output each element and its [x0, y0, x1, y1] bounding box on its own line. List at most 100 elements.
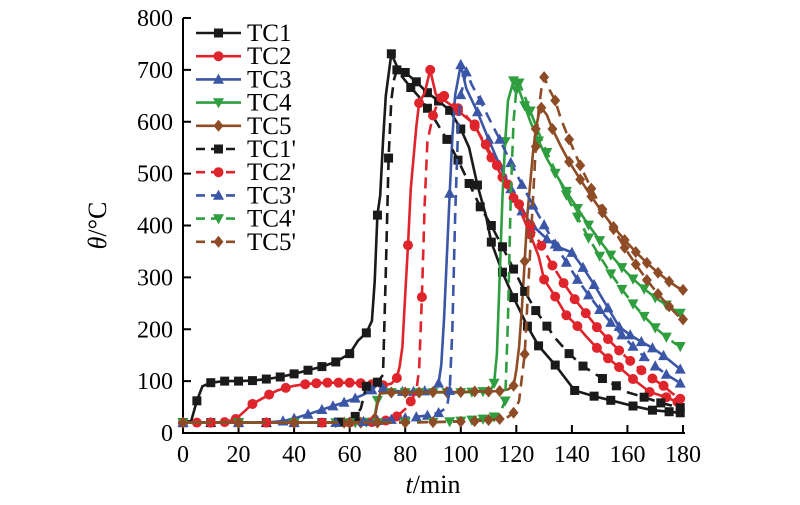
marker [516, 178, 528, 189]
marker [597, 374, 607, 384]
marker [486, 237, 496, 247]
marker [192, 396, 202, 406]
marker [660, 368, 672, 379]
marker [509, 264, 519, 274]
marker [400, 386, 411, 399]
marker [589, 391, 599, 401]
marker [639, 392, 649, 402]
marker [214, 28, 223, 38]
y-tick-label: 0 [161, 421, 173, 447]
marker [333, 377, 344, 388]
marker [303, 365, 313, 375]
marker [649, 360, 661, 371]
marker [605, 269, 617, 280]
marker [444, 384, 456, 395]
marker [520, 286, 530, 296]
marker [361, 328, 371, 338]
marker [445, 105, 455, 115]
marker [561, 310, 572, 321]
marker [469, 121, 480, 132]
marker [477, 414, 489, 425]
marker [519, 348, 530, 361]
legend-item-TC5: TC5 [196, 113, 291, 140]
marker [213, 214, 224, 225]
marker [428, 416, 438, 429]
marker [577, 261, 589, 272]
marker [646, 342, 658, 353]
marker [674, 363, 686, 374]
marker [664, 300, 675, 313]
x-tick-label: 40 [282, 442, 306, 468]
marker [627, 340, 639, 351]
marker [664, 407, 674, 417]
marker [391, 373, 402, 384]
marker [455, 415, 466, 428]
marker [571, 203, 583, 215]
marker [660, 332, 672, 343]
marker [641, 256, 652, 269]
y-axis-title: θ/°C [83, 202, 112, 250]
legend-item-TC2-prime: TC2' [196, 159, 296, 186]
marker [508, 379, 519, 392]
marker [422, 88, 432, 98]
legend-label: TC5 [247, 113, 291, 140]
marker [549, 238, 561, 249]
marker [658, 380, 669, 391]
marker [428, 386, 438, 399]
marker [611, 381, 621, 391]
marker [550, 94, 561, 107]
marker [594, 236, 606, 247]
marker [460, 66, 472, 77]
marker [558, 278, 569, 289]
marker [425, 64, 436, 75]
marker [641, 273, 652, 286]
marker [647, 373, 658, 384]
marker [350, 411, 360, 421]
y-tick-label: 500 [137, 162, 173, 188]
marker [345, 349, 355, 359]
marker [372, 377, 382, 387]
x-tick-label: 100 [443, 442, 479, 468]
marker [575, 173, 586, 186]
marker [421, 409, 433, 420]
marker [675, 403, 685, 413]
marker [455, 88, 467, 100]
marker [653, 266, 663, 279]
marker [536, 240, 547, 251]
marker [392, 65, 402, 75]
marker [384, 153, 394, 163]
marker [322, 377, 333, 388]
marker [372, 210, 382, 220]
marker [603, 353, 613, 364]
marker [213, 51, 224, 62]
marker [213, 119, 224, 132]
marker [635, 335, 647, 347]
marker [344, 377, 355, 388]
marker [491, 160, 502, 171]
marker [433, 406, 445, 418]
marker [653, 287, 663, 300]
marker [464, 178, 474, 188]
marker [344, 416, 355, 429]
marker [338, 396, 350, 407]
marker [656, 398, 666, 408]
marker [247, 376, 257, 386]
marker [625, 355, 636, 366]
marker [422, 103, 432, 113]
marker [649, 323, 661, 334]
marker [497, 242, 507, 252]
marker [475, 202, 485, 212]
legend-label: TC3' [247, 182, 296, 209]
marker [469, 415, 480, 428]
marker [514, 199, 525, 210]
marker [403, 240, 413, 251]
marker [571, 212, 583, 223]
marker [494, 412, 505, 425]
marker [213, 73, 224, 84]
marker [213, 98, 224, 109]
marker [261, 417, 272, 428]
marker [469, 385, 480, 398]
marker [508, 406, 519, 419]
